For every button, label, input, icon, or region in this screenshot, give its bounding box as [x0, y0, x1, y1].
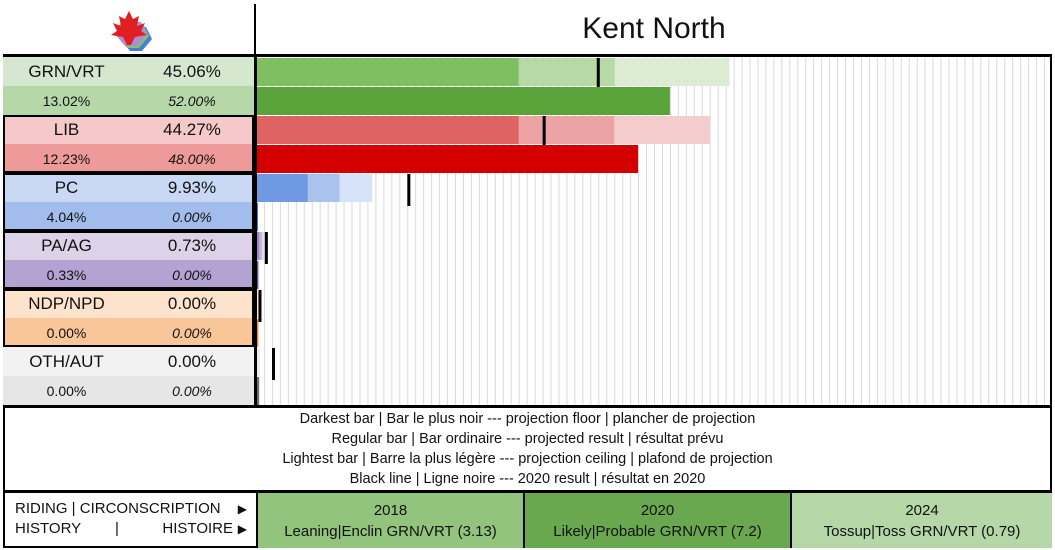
history-rating: Leaning|Enclin GRN/VRT (3.13): [284, 522, 497, 540]
maple-leaf-logo: [111, 11, 152, 51]
projection-chart: [256, 57, 1046, 405]
party-projection: 0.00%: [130, 347, 254, 376]
bar-win-probability: [256, 145, 639, 173]
history-year: 2018: [373, 501, 408, 519]
bar-win-probability: [256, 261, 259, 289]
legend: Darkest bar | Bar le plus noir --- proje…: [3, 405, 1052, 493]
histoire-text: HISTOIRE: [162, 520, 233, 537]
party-margin: 0.00%: [3, 376, 130, 405]
arrow-right-icon: ▶: [237, 522, 247, 536]
history-2020: 2020 Likely|Probable GRN/VRT (7.2): [523, 493, 790, 548]
history-separator: |: [115, 520, 119, 537]
bar-floor: [256, 174, 308, 202]
party-name: LIB: [3, 115, 130, 144]
arrow-right-icon: ▶: [237, 502, 247, 516]
party-margin: 0.00%: [3, 318, 130, 347]
bar-floor: [256, 116, 519, 144]
legend-line-floor: Darkest bar | Bar le plus noir --- proje…: [299, 411, 756, 427]
legend-line-projected: Regular bar | Bar ordinaire --- projecte…: [331, 431, 724, 447]
party-name: PA/AG: [3, 231, 130, 260]
party-win-probability: 52.00%: [130, 86, 254, 115]
party-name: NDP/NPD: [3, 289, 130, 318]
party-row-oth-aut: OTH/AUT 0.00% 0.00% 0.00%: [3, 347, 256, 405]
history-year: 2020: [640, 501, 675, 519]
result-2020-line: [272, 348, 276, 380]
history-year: 2024: [905, 501, 939, 519]
bar-ceiling: [256, 348, 260, 376]
party-win-probability: 48.00%: [130, 144, 254, 173]
bar-win-probability: [256, 87, 670, 115]
party-win-probability: 0.00%: [130, 318, 254, 347]
party-name: OTH/AUT: [3, 347, 130, 376]
party-projection: 9.93%: [130, 173, 254, 202]
result-2020-line: [407, 174, 411, 206]
party-margin: 0.33%: [3, 260, 130, 289]
legend-line-ceiling: Lightest bar | Barre la plus légère --- …: [282, 451, 773, 467]
party-name: GRN/VRT: [3, 57, 130, 86]
party-win-probability: 0.00%: [130, 260, 254, 289]
result-2020-line: [542, 116, 546, 148]
result-2020-line: [264, 232, 268, 264]
logo-cell: [3, 4, 256, 57]
bar-win-probability: [256, 377, 260, 405]
party-projection: 0.00%: [130, 289, 254, 318]
bar-win-probability: [256, 319, 259, 347]
bar-ceiling: [256, 290, 259, 318]
party-margin: 13.02%: [3, 86, 130, 115]
party-margin: 4.04%: [3, 202, 130, 231]
riding-label: RIDING | CIRCONSCRIPTION: [15, 500, 221, 517]
result-2020-line: [596, 58, 600, 90]
riding-title: Kent North: [256, 4, 1052, 57]
party-margin: 12.23%: [3, 144, 130, 173]
history-2018: 2018 Leaning|Enclin GRN/VRT (3.13): [256, 493, 523, 548]
history-rating: Tossup|Toss GRN/VRT (0.79): [823, 522, 1021, 540]
party-row-grn-vrt: GRN/VRT 45.06% 13.02% 52.00%: [3, 57, 256, 115]
party-win-probability: 0.00%: [130, 376, 254, 405]
party-name: PC: [3, 173, 130, 202]
party-row-lib: LIB 44.27% 12.23% 48.00%: [3, 115, 256, 173]
history-text: HISTORY: [15, 520, 82, 537]
bar-floor: [256, 58, 519, 86]
party-row-pc: PC 9.93% 4.04% 0.00%: [3, 173, 256, 231]
party-win-probability: 0.00%: [130, 202, 254, 231]
party-projection: 45.06%: [130, 57, 254, 86]
legend-line-2020: Black line | Ligne noire --- 2020 result…: [349, 471, 706, 487]
party-projection: 44.27%: [130, 115, 254, 144]
history-label: RIDING | CIRCONSCRIPTION ▶ HISTORY | HIS…: [3, 493, 256, 548]
party-row-pa-ag: PA/AG 0.73% 0.33% 0.00%: [3, 231, 256, 289]
bar-floor: [256, 232, 260, 260]
result-2020-line: [258, 290, 262, 322]
party-row-ndp-npd: NDP/NPD 0.00% 0.00% 0.00%: [3, 289, 256, 347]
history-rating: Likely|Probable GRN/VRT (7.2): [553, 522, 762, 540]
history-2024: 2024 Tossup|Toss GRN/VRT (0.79): [790, 493, 1052, 548]
party-projection: 0.73%: [130, 231, 254, 260]
